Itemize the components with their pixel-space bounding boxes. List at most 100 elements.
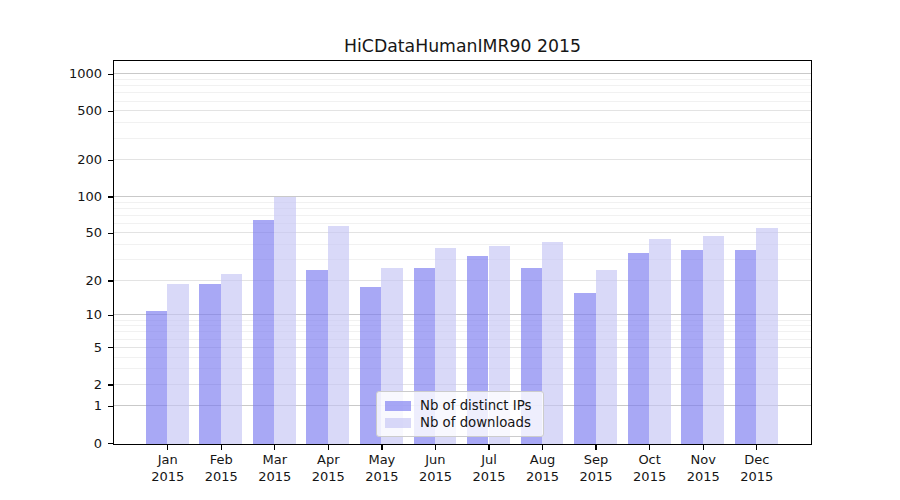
x-tick-year: 2015	[405, 469, 465, 486]
x-tick-label-jun: Jun2015	[405, 452, 465, 485]
y-tick-100	[108, 196, 113, 197]
plot-area: Nb of distinct IPs Nb of downloads	[113, 60, 812, 445]
gridline-200	[114, 159, 811, 160]
bar-distinct-ips-mar	[253, 220, 274, 444]
x-tick-year: 2015	[513, 469, 573, 486]
y-tick-5	[108, 347, 113, 348]
y-tick-label-500: 500	[38, 103, 102, 119]
bar-downloads-nov	[703, 236, 724, 444]
y-tick-200	[108, 160, 113, 161]
bar-downloads-apr	[328, 226, 349, 444]
gridline-minor-90	[114, 202, 811, 203]
legend-label: Nb of distinct IPs	[420, 398, 531, 413]
x-tick-month: Apr	[298, 452, 358, 469]
x-tick-month: Jan	[138, 452, 198, 469]
x-tick-month: Mar	[245, 452, 305, 469]
x-tick-aug	[542, 445, 543, 450]
bar-distinct-ips-feb	[199, 284, 220, 444]
y-tick-label-10: 10	[38, 307, 102, 323]
x-tick-dec	[756, 445, 757, 450]
bar-downloads-feb	[221, 274, 242, 444]
bar-distinct-ips-oct	[628, 253, 649, 444]
legend-item-distinct-ips: Nb of distinct IPs	[385, 397, 533, 414]
legend: Nb of distinct IPs Nb of downloads	[376, 391, 544, 437]
gridline-minor-60	[114, 223, 811, 224]
x-tick-label-apr: Apr2015	[298, 452, 358, 485]
legend-swatch-icon	[385, 418, 411, 428]
bar-distinct-ips-nov	[681, 250, 702, 444]
y-tick-label-20: 20	[38, 273, 102, 289]
y-tick-2	[108, 384, 113, 385]
gridline-minor-400	[114, 122, 811, 123]
x-tick-month: Nov	[673, 452, 733, 469]
gridline-minor-70	[114, 215, 811, 216]
x-tick-year: 2015	[298, 469, 358, 486]
x-tick-year: 2015	[566, 469, 626, 486]
x-tick-feb	[221, 445, 222, 450]
x-tick-year: 2015	[352, 469, 412, 486]
bar-distinct-ips-jan	[146, 311, 167, 444]
y-tick-1000	[108, 74, 113, 75]
x-tick-month: Aug	[513, 452, 573, 469]
y-tick-20	[108, 280, 113, 281]
legend-label: Nb of downloads	[420, 415, 531, 430]
x-tick-sep	[595, 445, 596, 450]
x-tick-month: May	[352, 452, 412, 469]
y-tick-label-5: 5	[38, 340, 102, 356]
x-tick-month: Sep	[566, 452, 626, 469]
x-tick-label-mar: Mar2015	[245, 452, 305, 485]
x-tick-apr	[328, 445, 329, 450]
x-tick-label-dec: Dec2015	[727, 452, 787, 485]
y-tick-label-50: 50	[38, 225, 102, 241]
gridline-minor-900	[114, 79, 811, 80]
bar-downloads-mar	[274, 197, 295, 444]
gridline-1000	[114, 73, 811, 74]
x-tick-year: 2015	[138, 469, 198, 486]
bar-downloads-aug	[542, 242, 563, 444]
y-tick-10	[108, 315, 113, 316]
x-tick-jan	[167, 445, 168, 450]
x-tick-label-nov: Nov2015	[673, 452, 733, 485]
x-tick-may	[381, 445, 382, 450]
gridline-minor-600	[114, 101, 811, 102]
figure-canvas: HiCDataHumanIMR90 2015 Nb of distinct IP…	[0, 0, 900, 500]
bar-downloads-dec	[756, 228, 777, 444]
y-tick-label-100: 100	[38, 189, 102, 205]
x-tick-label-jan: Jan2015	[138, 452, 198, 485]
x-tick-label-sep: Sep2015	[566, 452, 626, 485]
x-tick-month: Jun	[405, 452, 465, 469]
y-tick-label-1000: 1000	[38, 66, 102, 82]
x-tick-oct	[649, 445, 650, 450]
gridline-100	[114, 196, 811, 197]
bar-downloads-sep	[596, 270, 617, 444]
gridline-500	[114, 110, 811, 111]
bar-distinct-ips-apr	[306, 270, 327, 444]
y-tick-label-0: 0	[38, 436, 102, 452]
x-tick-label-oct: Oct2015	[620, 452, 680, 485]
gridline-minor-700	[114, 92, 811, 93]
x-tick-year: 2015	[245, 469, 305, 486]
bar-distinct-ips-dec	[735, 250, 756, 444]
x-tick-year: 2015	[459, 469, 519, 486]
x-tick-year: 2015	[620, 469, 680, 486]
y-tick-1	[108, 406, 113, 407]
x-tick-nov	[703, 445, 704, 450]
gridline-minor-800	[114, 85, 811, 86]
chart-title: HiCDataHumanIMR90 2015	[113, 36, 812, 56]
x-tick-year: 2015	[191, 469, 251, 486]
x-tick-label-feb: Feb2015	[191, 452, 251, 485]
gridline-minor-300	[114, 138, 811, 139]
y-tick-label-1: 1	[38, 398, 102, 414]
bar-distinct-ips-sep	[574, 293, 595, 444]
x-tick-jun	[435, 445, 436, 450]
x-tick-label-jul: Jul2015	[459, 452, 519, 485]
gridline-minor-80	[114, 208, 811, 209]
x-tick-month: Jul	[459, 452, 519, 469]
x-tick-year: 2015	[727, 469, 787, 486]
x-tick-month: Oct	[620, 452, 680, 469]
gridline-50	[114, 232, 811, 233]
x-tick-month: Dec	[727, 452, 787, 469]
x-tick-label-aug: Aug2015	[513, 452, 573, 485]
y-tick-label-2: 2	[38, 377, 102, 393]
y-tick-500	[108, 111, 113, 112]
